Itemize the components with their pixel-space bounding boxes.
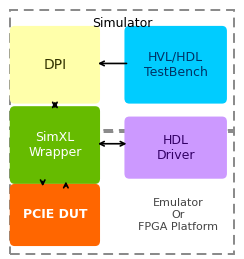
Text: Simulator: Simulator [92,17,152,30]
Text: HDL
Driver: HDL Driver [156,134,195,162]
FancyBboxPatch shape [10,184,100,246]
FancyBboxPatch shape [10,26,100,104]
Bar [10,132,234,254]
Bar [10,10,234,130]
Text: PCIE DUT: PCIE DUT [23,208,87,221]
Text: HVL/HDL
TestBench: HVL/HDL TestBench [144,51,208,79]
FancyBboxPatch shape [124,117,227,179]
FancyBboxPatch shape [124,26,227,104]
Text: Emulator
Or
FPGA Platform: Emulator Or FPGA Platform [138,198,218,232]
Text: DPI: DPI [43,58,66,72]
Text: SimXL
Wrapper: SimXL Wrapper [28,131,81,159]
FancyBboxPatch shape [10,106,100,184]
